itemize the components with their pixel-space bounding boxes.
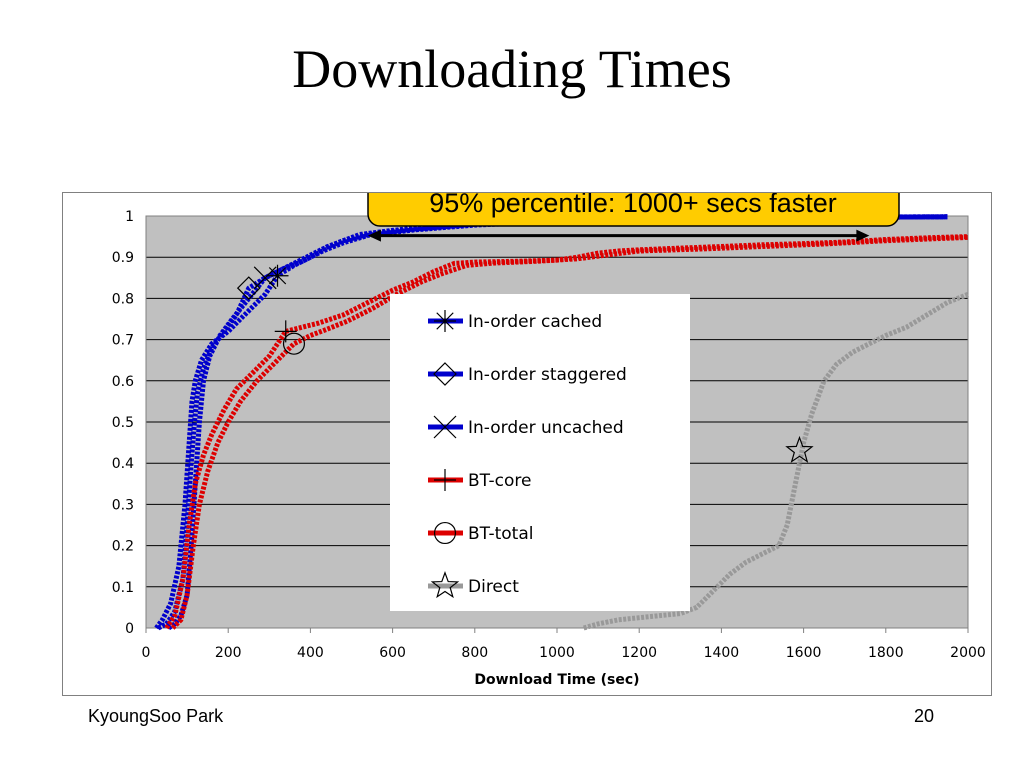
legend-item-in-order-staggered: In-order staggered — [428, 362, 627, 386]
callout-box — [367, 193, 900, 227]
legend-marker-in-order-cached — [434, 310, 456, 332]
legend-box — [390, 294, 690, 611]
callout-text: 95% percentile: 1000+ secs faster — [429, 193, 837, 218]
x-tick-label: 400 — [297, 645, 324, 661]
series-line-direct — [583, 291, 969, 631]
callout-arrowhead-right — [856, 229, 870, 242]
legend-marker-bt-core — [434, 469, 456, 491]
legend-marker-direct — [430, 571, 460, 599]
legend-item-bt-total: BT-total — [428, 521, 534, 545]
legend: In-order cached In-order staggered In-orde… — [390, 294, 690, 611]
x-axis-title: Download Time (sec) — [474, 672, 639, 688]
slide-number: 20 — [914, 706, 935, 726]
legend-item-in-order-uncached: In-order uncached — [428, 415, 624, 439]
y-tick-label: 0.4 — [112, 456, 134, 472]
legend-marker-in-order-uncached — [433, 415, 457, 439]
y-tick-labels: 0 0.1 0.2 0.3 0.4 0.5 0.6 0.7 0.8 0.9 1 — [112, 209, 134, 637]
x-tick-label: 0 — [142, 645, 151, 661]
y-tick-label: 0.1 — [112, 580, 134, 596]
legend-label: BT-core — [468, 471, 531, 491]
x-tick-labels: 0 200 400 600 800 1000 1200 1400 1600 1800 2000 — [142, 628, 986, 661]
legend-label: BT-total — [468, 524, 534, 544]
x-tick-label: 800 — [461, 645, 488, 661]
percentile-callout: 95% percentile: 1000+ secs faster — [367, 193, 900, 242]
slide-title: Downloading Times — [292, 39, 732, 99]
series-marker-direct — [785, 435, 814, 463]
series-marker-bt-total — [282, 332, 306, 355]
series-marker-in-order-staggered — [236, 276, 261, 300]
x-tick-label: 200 — [215, 645, 242, 661]
y-tick-label: 0.5 — [112, 415, 134, 431]
legend-label: In-order cached — [468, 312, 602, 332]
x-tick-label: 1000 — [539, 645, 575, 661]
y-tick-label: 0.9 — [112, 250, 134, 266]
x-tick-label: 600 — [379, 645, 406, 661]
x-tick-label: 1600 — [786, 645, 822, 661]
y-tick-label: 1 — [125, 209, 134, 225]
legend-item-in-order-cached: In-order cached — [428, 310, 602, 332]
legend-item-direct: Direct — [428, 571, 519, 599]
y-tick-label: 0.2 — [112, 539, 134, 555]
series-line-in-order-cached — [154, 214, 948, 630]
legend-marker-in-order-staggered — [433, 362, 457, 386]
y-tick-label: 0.7 — [112, 333, 134, 349]
series-marker-in-order-uncached — [253, 266, 277, 290]
series-markers — [236, 264, 814, 463]
y-tick-label: 0.8 — [112, 291, 134, 307]
x-tick-label: 1200 — [621, 645, 657, 661]
legend-label: In-order uncached — [468, 418, 624, 438]
y-tick-label: 0.6 — [112, 374, 134, 390]
series-line-bt-core — [164, 234, 969, 630]
legend-label: In-order staggered — [468, 365, 627, 385]
series-marker-in-order-cached — [266, 264, 289, 287]
x-tick-label: 2000 — [950, 645, 986, 661]
x-tick-label: 1400 — [704, 645, 740, 661]
legend-marker-bt-total — [433, 521, 457, 545]
y-tick-label: 0 — [125, 621, 134, 637]
x-tick-label: 1800 — [868, 645, 904, 661]
series-marker-bt-core — [274, 320, 297, 343]
legend-label: Direct — [468, 577, 519, 597]
download-time-chart: 0 200 400 600 800 1000 1200 1400 1600 1800 2000 00… — [112, 193, 986, 688]
legend-item-bt-core: BT-core — [428, 469, 531, 491]
y-tick-label: 0.3 — [112, 497, 134, 513]
callout-arrowhead-left — [367, 229, 381, 242]
footer-author: KyoungSoo Park — [88, 706, 224, 726]
